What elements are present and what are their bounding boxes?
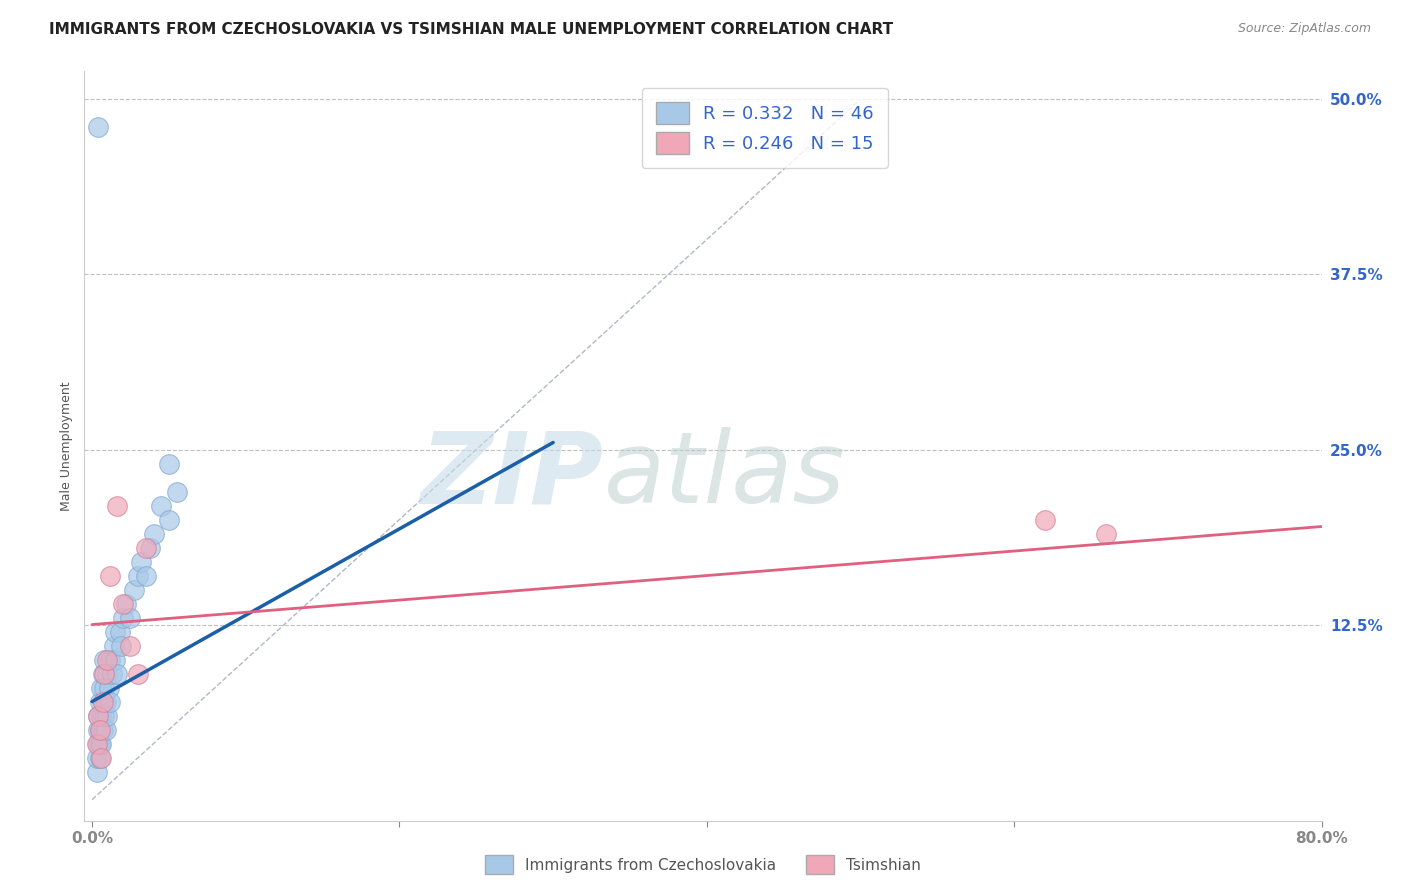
Point <box>157 512 180 526</box>
Point <box>86 764 108 779</box>
Point <box>166 484 188 499</box>
Point <box>135 568 157 582</box>
Point <box>89 723 111 737</box>
Point <box>87 708 110 723</box>
Point <box>105 499 128 513</box>
Point <box>139 541 162 555</box>
Point <box>111 610 134 624</box>
Point <box>135 541 157 555</box>
Point <box>90 737 112 751</box>
Point <box>93 708 115 723</box>
Point <box>103 639 125 653</box>
Text: ZIP: ZIP <box>420 427 605 524</box>
Point <box>1095 526 1118 541</box>
Point <box>104 652 127 666</box>
Point <box>91 695 114 709</box>
Point <box>93 681 115 695</box>
Point <box>87 708 110 723</box>
Point <box>100 652 122 666</box>
Point <box>86 750 108 764</box>
Point <box>89 723 111 737</box>
Y-axis label: Male Unemployment: Male Unemployment <box>60 381 73 511</box>
Point <box>157 457 180 471</box>
Point <box>96 666 118 681</box>
Point <box>110 639 132 653</box>
Point <box>150 499 173 513</box>
Point <box>90 750 112 764</box>
Point <box>127 568 149 582</box>
Point <box>115 597 138 611</box>
Point <box>89 737 111 751</box>
Point <box>111 597 134 611</box>
Point <box>87 737 110 751</box>
Point <box>129 555 152 569</box>
Point <box>94 723 117 737</box>
Point <box>96 652 118 666</box>
Point <box>90 708 112 723</box>
Point <box>96 708 118 723</box>
Text: IMMIGRANTS FROM CZECHOSLOVAKIA VS TSIMSHIAN MALE UNEMPLOYMENT CORRELATION CHART: IMMIGRANTS FROM CZECHOSLOVAKIA VS TSIMSH… <box>49 22 893 37</box>
Point <box>127 666 149 681</box>
Point <box>100 568 122 582</box>
Legend: Immigrants from Czechoslovakia, Tsimshian: Immigrants from Czechoslovakia, Tsimshia… <box>479 849 927 880</box>
Point <box>93 666 115 681</box>
Point <box>87 120 110 135</box>
Point <box>122 582 145 597</box>
Point <box>91 695 114 709</box>
Point <box>94 695 117 709</box>
Point <box>91 723 114 737</box>
Point <box>108 624 131 639</box>
Point <box>97 681 120 695</box>
Point <box>100 695 122 709</box>
Point <box>90 681 112 695</box>
Point <box>93 652 115 666</box>
Point <box>142 526 165 541</box>
Point <box>89 750 111 764</box>
Point <box>104 624 127 639</box>
Point <box>120 610 142 624</box>
Point <box>86 737 108 751</box>
Text: atlas: atlas <box>605 427 845 524</box>
Legend: R = 0.332   N = 46, R = 0.246   N = 15: R = 0.332 N = 46, R = 0.246 N = 15 <box>641 88 889 168</box>
Point <box>89 695 111 709</box>
Point <box>87 723 110 737</box>
Text: Source: ZipAtlas.com: Source: ZipAtlas.com <box>1237 22 1371 36</box>
Point <box>1033 512 1056 526</box>
Point <box>105 666 128 681</box>
Point <box>91 666 114 681</box>
Point <box>101 666 124 681</box>
Point <box>120 639 142 653</box>
